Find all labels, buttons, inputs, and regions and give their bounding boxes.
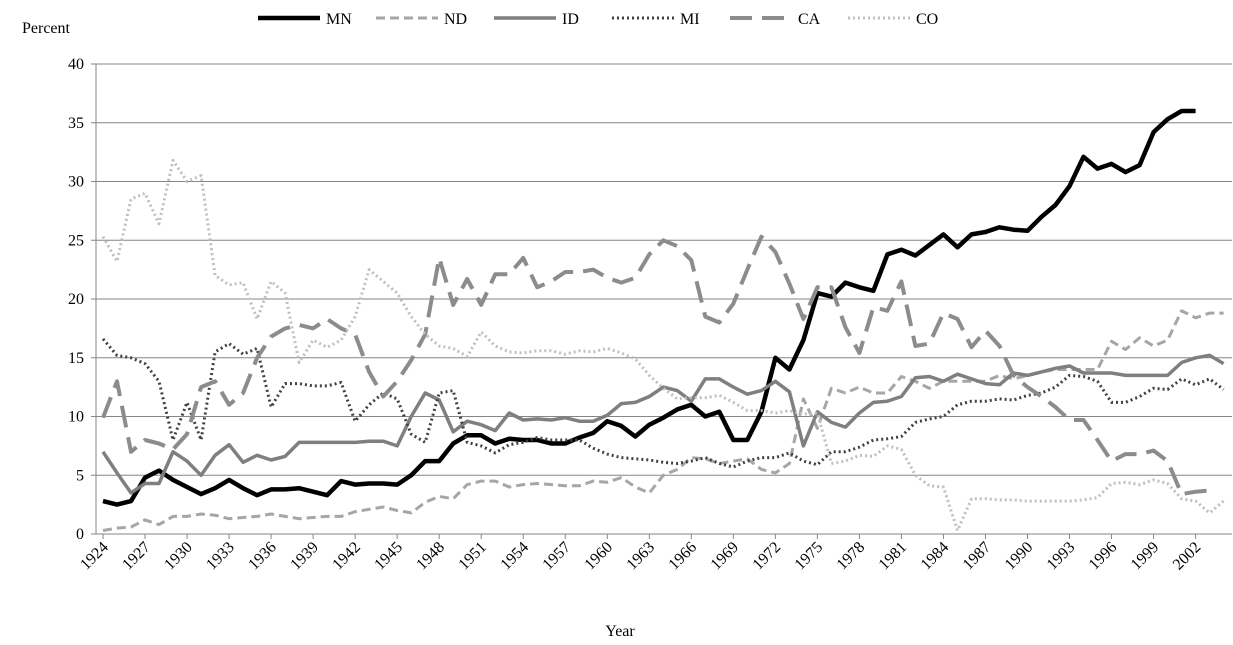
x-tick-label: 1951 bbox=[455, 539, 490, 574]
legend-label: MI bbox=[680, 11, 700, 28]
legend-label: ID bbox=[562, 11, 579, 28]
y-tick-label: 5 bbox=[76, 467, 84, 484]
legend-label: CA bbox=[798, 11, 821, 28]
x-tick-label: 1957 bbox=[539, 539, 574, 574]
y-tick-label: 35 bbox=[68, 115, 84, 132]
y-tick-label: 30 bbox=[68, 174, 84, 191]
x-tick-label: 1978 bbox=[834, 539, 869, 574]
x-tick-label: 1939 bbox=[287, 539, 322, 574]
legend-label: CO bbox=[916, 11, 938, 28]
series-line bbox=[102, 309, 1224, 532]
y-tick-label: 25 bbox=[68, 232, 84, 249]
x-tick-label: 1945 bbox=[371, 539, 406, 574]
series-line bbox=[101, 353, 1225, 495]
x-tick-label: 1933 bbox=[203, 539, 238, 574]
legend-label: MN bbox=[326, 11, 352, 28]
x-tick-label: 1930 bbox=[161, 539, 196, 574]
x-tick-label: 1993 bbox=[1044, 539, 1079, 574]
series-line bbox=[102, 108, 1196, 507]
x-tick-label: 1960 bbox=[581, 539, 616, 574]
x-tick-label: 1924 bbox=[77, 539, 112, 574]
y-axis-label: Percent bbox=[22, 20, 71, 37]
x-axis-label: Year bbox=[605, 623, 635, 640]
x-tick-label: 1975 bbox=[792, 539, 827, 574]
x-tick-label: 1987 bbox=[960, 539, 995, 574]
x-tick-label: 1936 bbox=[245, 539, 280, 574]
x-tick-label: 1972 bbox=[750, 539, 785, 574]
y-tick-label: 40 bbox=[68, 56, 84, 73]
x-tick-label: 1981 bbox=[876, 539, 911, 574]
x-tick-label: 2002 bbox=[1170, 539, 1205, 574]
y-tick-label: 20 bbox=[68, 291, 84, 308]
x-tick-label: 1942 bbox=[329, 539, 364, 574]
legend-label: ND bbox=[444, 11, 467, 28]
x-tick-label: 1969 bbox=[708, 539, 743, 574]
x-tick-label: 1927 bbox=[119, 539, 154, 574]
x-tick-label: 1954 bbox=[497, 539, 532, 574]
x-tick-label: 1996 bbox=[1086, 539, 1121, 574]
x-tick-label: 1966 bbox=[665, 539, 700, 574]
x-tick-label: 1948 bbox=[413, 539, 448, 574]
series-line bbox=[101, 234, 1210, 497]
x-tick-label: 1999 bbox=[1128, 539, 1163, 574]
x-tick-label: 1984 bbox=[918, 539, 953, 574]
y-tick-label: 10 bbox=[68, 409, 84, 426]
x-tick-label: 1963 bbox=[623, 539, 658, 574]
x-tick-label: 1990 bbox=[1002, 539, 1037, 574]
y-tick-label: 0 bbox=[76, 526, 84, 543]
y-tick-label: 15 bbox=[68, 350, 84, 367]
